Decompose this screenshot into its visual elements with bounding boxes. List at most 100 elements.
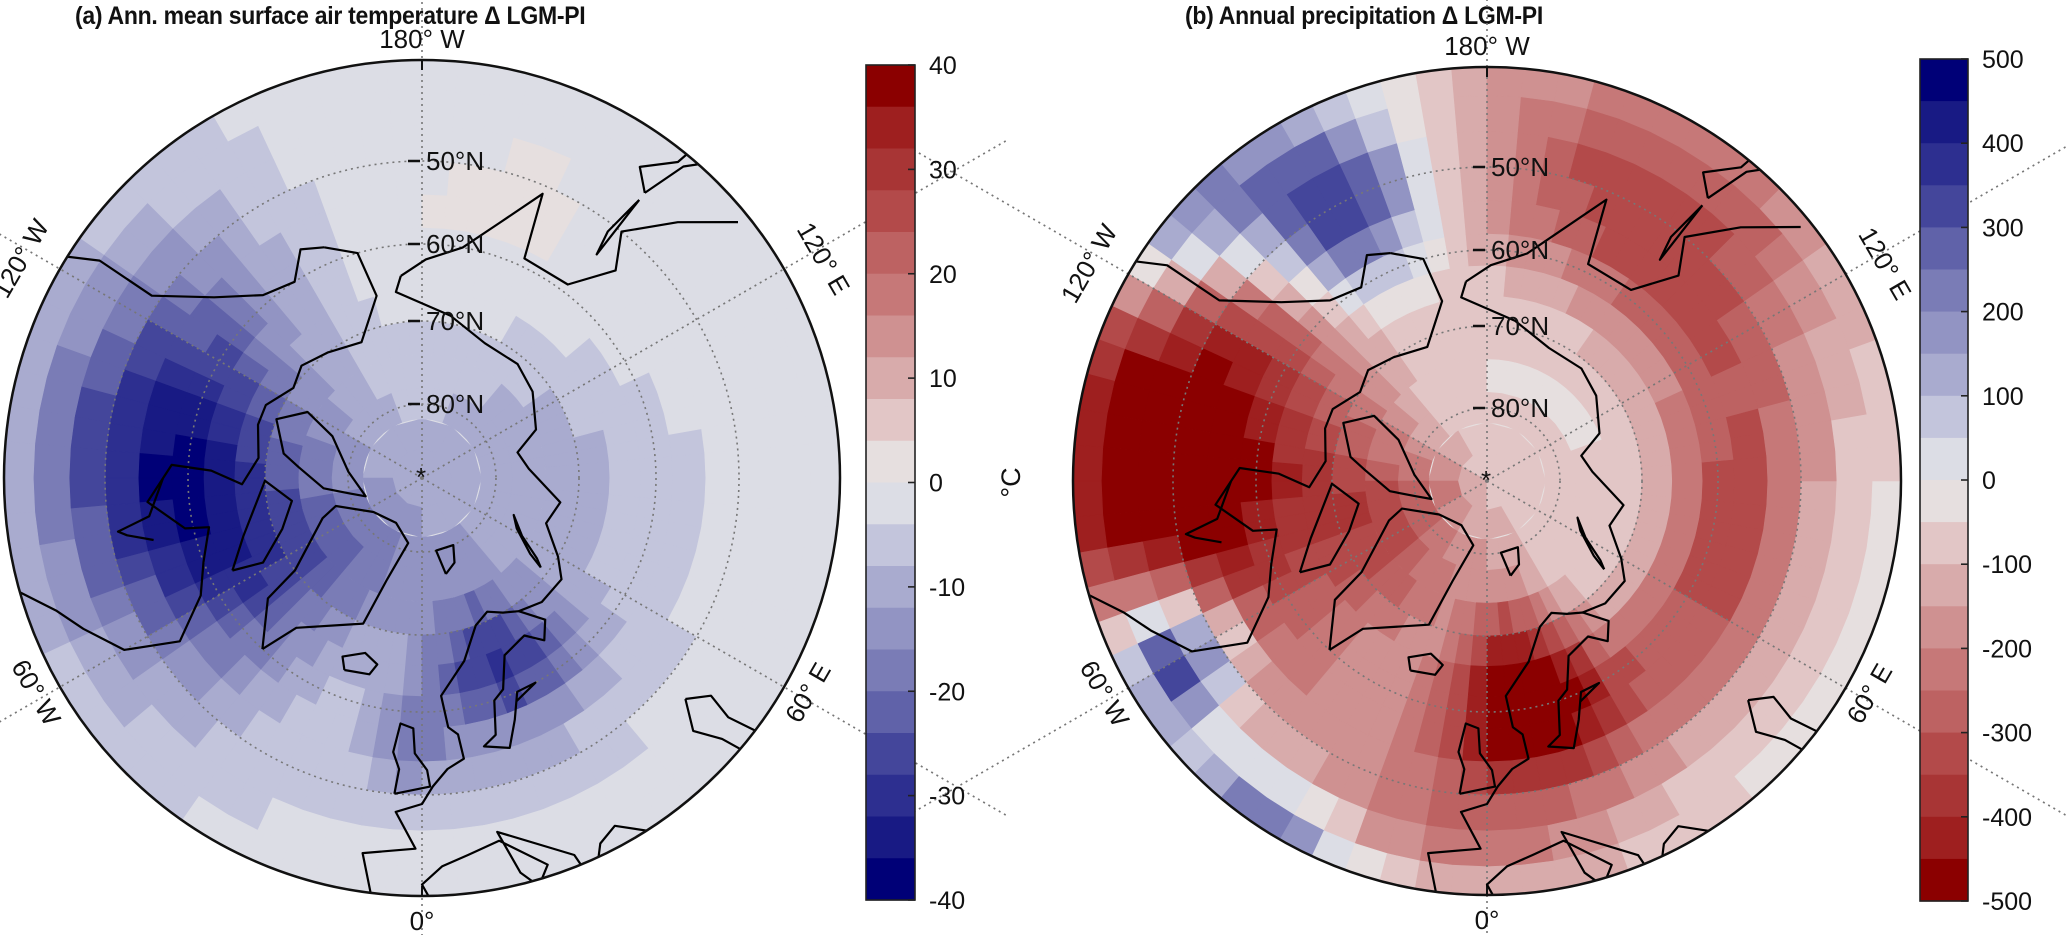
grid-cell [1432,757,1463,795]
grid-cell [116,60,175,72]
grid-cell [2038,817,2067,887]
grid-cell [1203,67,1259,107]
grid-cell [70,416,111,451]
grid-cell [1486,760,1515,796]
panel-b-north-pole-marker: * [1481,465,1491,495]
grid-cell [34,508,75,546]
grid-cell [1998,335,2043,389]
grid-cell [772,101,831,160]
grid-cell [336,0,382,25]
colorbar-tick-label: -100 [1982,551,2032,579]
grid-cell [1866,407,1901,448]
meridian-line [0,233,423,479]
grid-cell [768,0,833,15]
grid-cell [79,857,138,896]
colorbar-bin [1920,732,1968,776]
grid-cell [1835,447,1874,482]
grid-cell [138,0,197,17]
colorbar-bin [866,524,915,567]
grid-cell [1803,75,1862,133]
lat-label-50n: 50°N [426,146,484,176]
grid-cell [1073,843,1088,895]
grid-cell [1780,803,1837,860]
coastline [1576,516,1606,570]
grid-cell [294,0,342,33]
grid-cell [975,199,1029,258]
grid-cell [1701,480,1735,503]
grid-cell [4,172,16,231]
grid-cell [116,884,175,896]
grid-cell [4,112,15,174]
grid-cell [136,60,193,102]
grid-cell [1656,928,1711,935]
grid-cell [960,389,1001,438]
panel-a-north-pole-marker: * [416,462,426,492]
grid-cell [1486,264,1507,297]
grid-cell [4,440,36,479]
grid-cell [763,60,825,103]
grid-cell [4,635,6,689]
grid-cell [421,259,442,292]
grid-cell [0,0,11,26]
grid-cell [34,913,96,935]
colorbar-bin [1920,353,1968,397]
grid-cell [1849,67,1901,82]
grid-cell [797,819,840,881]
grid-cell [833,930,900,935]
grid-cell [354,825,392,866]
grid-cell [1873,906,1937,935]
grid-cell [1641,480,1673,498]
colorbar-bin [866,148,915,191]
grid-cell [1142,0,1204,18]
coastline [341,651,379,676]
grid-cell [1359,0,1407,39]
grid-cell [495,887,542,896]
grid-cell [1408,896,1451,935]
grid-cell [421,793,454,832]
grid-cell [942,720,997,782]
grid-cell [1711,0,1770,23]
coastline [435,544,456,575]
colorbar-bin [1920,143,1968,186]
grid-cell [773,443,812,479]
grid-cell [740,69,799,128]
grid-cell [1073,553,1081,600]
grid-cell [566,60,618,94]
grid-cell [70,97,127,153]
colorbar-bin [866,607,915,651]
grid-cell [4,551,13,598]
meridian-line [1486,145,2067,482]
grid-cell [2033,326,2067,383]
grid-cell [924,527,966,579]
grid-cell [769,508,810,546]
grid-cell [104,450,140,479]
grid-cell [981,373,1023,428]
grid-cell [32,443,71,479]
grid-cell [79,60,138,99]
grid-cell [15,158,70,215]
grid-cell [706,60,765,99]
coastline [1342,414,1433,501]
grid-cell [341,895,386,896]
grid-cell [1486,864,1525,895]
grid-cell [1733,456,1769,482]
grid-cell [748,913,810,935]
colorbar-tick-label: 0 [1982,467,1996,495]
grid-cell [390,124,423,163]
coastline [1499,546,1521,577]
coastline [4,246,378,651]
grid-cell [1770,0,1832,18]
grid-cell [981,528,1023,583]
grid-cell [1073,407,1108,448]
grid-cell [4,819,47,881]
grid-cell [1073,117,1083,178]
grid-cell [1780,102,1837,159]
grid-cell [1087,854,1148,895]
colorbar-tick-label: 500 [1982,46,2024,74]
grid-cell [1137,102,1194,159]
lon-label-180w: 180° W [1444,31,1530,61]
grid-cell [1023,644,1074,710]
grid-cell [1696,1,1752,53]
grid-cell [1263,0,1318,34]
grid-cell [1011,931,1077,935]
